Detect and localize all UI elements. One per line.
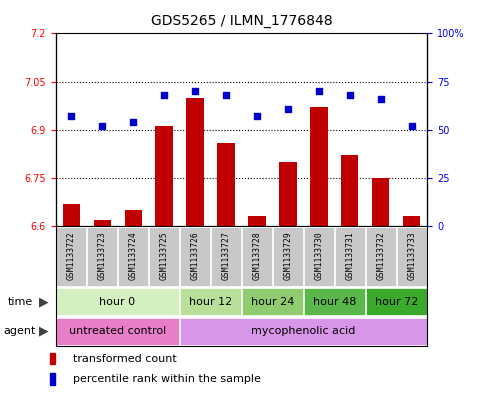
Bar — [94, 220, 111, 226]
Bar — [248, 216, 266, 226]
Bar — [280, 162, 297, 226]
Bar — [50, 353, 55, 364]
Bar — [311, 107, 327, 226]
Point — [346, 92, 354, 98]
Bar — [156, 127, 172, 226]
Bar — [403, 216, 421, 226]
Text: GSM1133723: GSM1133723 — [98, 231, 107, 280]
Point — [253, 113, 261, 119]
Bar — [372, 178, 389, 226]
Bar — [50, 373, 55, 385]
Bar — [242, 227, 271, 286]
Text: GSM1133733: GSM1133733 — [408, 231, 416, 280]
Text: hour 0: hour 0 — [99, 297, 136, 307]
Text: ▶: ▶ — [39, 295, 48, 308]
Text: hour 24: hour 24 — [251, 297, 294, 307]
Text: GSM1133728: GSM1133728 — [253, 231, 261, 280]
Text: GSM1133724: GSM1133724 — [128, 231, 138, 280]
Bar — [335, 227, 365, 286]
Text: percentile rank within the sample: percentile rank within the sample — [72, 374, 260, 384]
Bar — [181, 288, 241, 315]
Bar — [217, 143, 235, 226]
Bar — [57, 227, 85, 286]
Point — [408, 123, 416, 129]
Text: GSM1133722: GSM1133722 — [67, 231, 75, 280]
Text: hour 12: hour 12 — [189, 297, 232, 307]
Bar — [149, 227, 179, 286]
Point — [191, 88, 199, 94]
Text: GSM1133731: GSM1133731 — [345, 231, 355, 280]
Bar — [367, 288, 426, 315]
Point — [377, 96, 385, 102]
Bar — [367, 227, 396, 286]
Bar — [398, 227, 426, 286]
Bar — [125, 210, 142, 226]
Point — [315, 88, 323, 94]
Text: GSM1133727: GSM1133727 — [222, 231, 230, 280]
Bar — [57, 318, 179, 345]
Point — [98, 123, 106, 129]
Bar — [118, 227, 148, 286]
Point — [160, 92, 168, 98]
Bar — [62, 204, 80, 226]
Text: mycophenolic acid: mycophenolic acid — [251, 326, 355, 336]
Bar — [304, 288, 365, 315]
Bar — [304, 227, 334, 286]
Text: GSM1133729: GSM1133729 — [284, 231, 293, 280]
Bar — [341, 155, 358, 226]
Bar — [57, 288, 179, 315]
Bar — [212, 227, 241, 286]
Text: hour 72: hour 72 — [375, 297, 418, 307]
Point — [129, 119, 137, 125]
Text: GDS5265 / ILMN_1776848: GDS5265 / ILMN_1776848 — [151, 14, 332, 28]
Bar — [87, 227, 116, 286]
Bar — [242, 288, 302, 315]
Text: GSM1133730: GSM1133730 — [314, 231, 324, 280]
Text: GSM1133725: GSM1133725 — [159, 231, 169, 280]
Text: transformed count: transformed count — [72, 354, 176, 364]
Bar — [181, 227, 210, 286]
Text: GSM1133726: GSM1133726 — [190, 231, 199, 280]
Text: ▶: ▶ — [39, 325, 48, 338]
Text: untreated control: untreated control — [69, 326, 166, 336]
Bar — [181, 318, 426, 345]
Point — [67, 113, 75, 119]
Text: agent: agent — [3, 326, 36, 336]
Text: time: time — [7, 297, 32, 307]
Point — [284, 105, 292, 112]
Text: hour 48: hour 48 — [313, 297, 356, 307]
Text: GSM1133732: GSM1133732 — [376, 231, 385, 280]
Bar — [273, 227, 302, 286]
Point — [222, 92, 230, 98]
Bar — [186, 97, 203, 226]
